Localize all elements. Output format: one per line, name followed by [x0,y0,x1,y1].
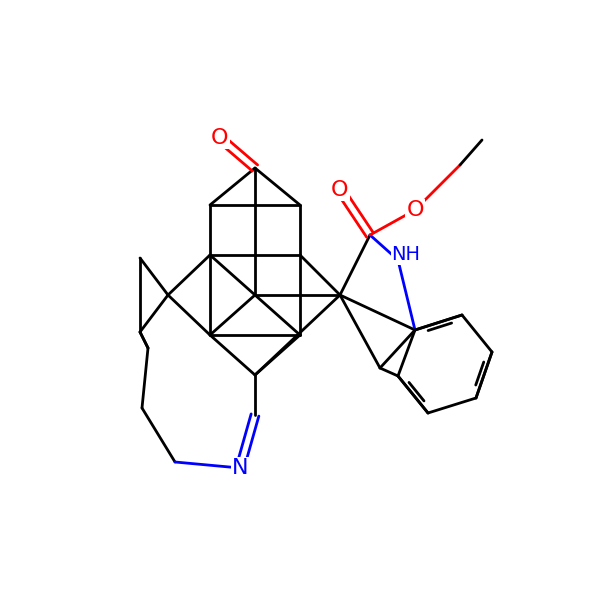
Text: O: O [406,200,424,220]
Text: O: O [211,128,229,148]
Text: NH: NH [392,245,421,265]
Text: O: O [331,180,349,200]
Text: N: N [232,458,248,478]
